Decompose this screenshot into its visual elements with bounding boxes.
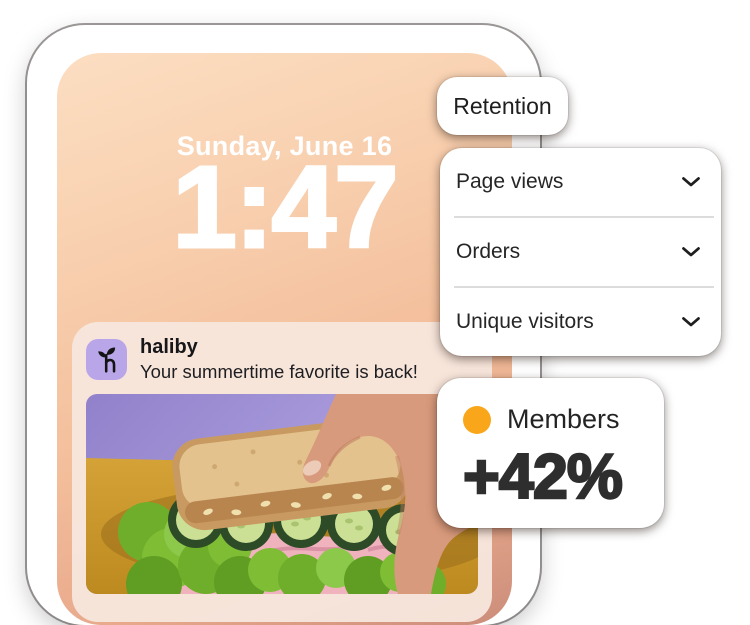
members-indicator-dot	[463, 405, 491, 434]
divider	[454, 286, 714, 288]
notification-header: haliby Your summertime favorite is back!	[72, 322, 492, 394]
chevron-down-icon	[682, 247, 700, 257]
retention-button[interactable]: Retention	[437, 77, 568, 135]
metric-label: Page views	[456, 170, 564, 193]
chevron-down-icon	[682, 177, 700, 187]
notification-image	[86, 394, 478, 594]
thumbnail	[302, 460, 322, 476]
hand-illustration	[302, 394, 478, 594]
members-header: Members	[463, 404, 664, 435]
lockscreen-time: 1:47	[171, 142, 400, 272]
chevron-down-icon	[682, 317, 700, 327]
members-label: Members	[507, 404, 620, 434]
lockscreen-date: Sunday, June 16	[176, 131, 393, 161]
notification-message: Your summertime favorite is back!	[140, 361, 418, 382]
members-value: +42%	[462, 442, 624, 512]
notification-card[interactable]: haliby Your summertime favorite is back!	[72, 322, 492, 622]
sandwich-illustration	[86, 394, 478, 594]
metrics-dropdown-card: Page views Orders Unique visitors	[440, 148, 721, 356]
metric-label: Unique visitors	[456, 310, 594, 333]
members-stat-card: Members +42%	[437, 378, 664, 528]
metric-row-orders[interactable]: Orders	[440, 218, 721, 286]
notification-texts: haliby Your summertime favorite is back!	[140, 336, 418, 383]
metric-label: Orders	[456, 240, 521, 263]
metric-row-unique-visitors[interactable]: Unique visitors	[440, 288, 721, 356]
divider	[454, 216, 714, 218]
metric-row-page-views[interactable]: Page views	[440, 148, 721, 216]
notification-app-name: haliby	[140, 336, 198, 358]
haliby-sprout-icon	[86, 339, 127, 380]
